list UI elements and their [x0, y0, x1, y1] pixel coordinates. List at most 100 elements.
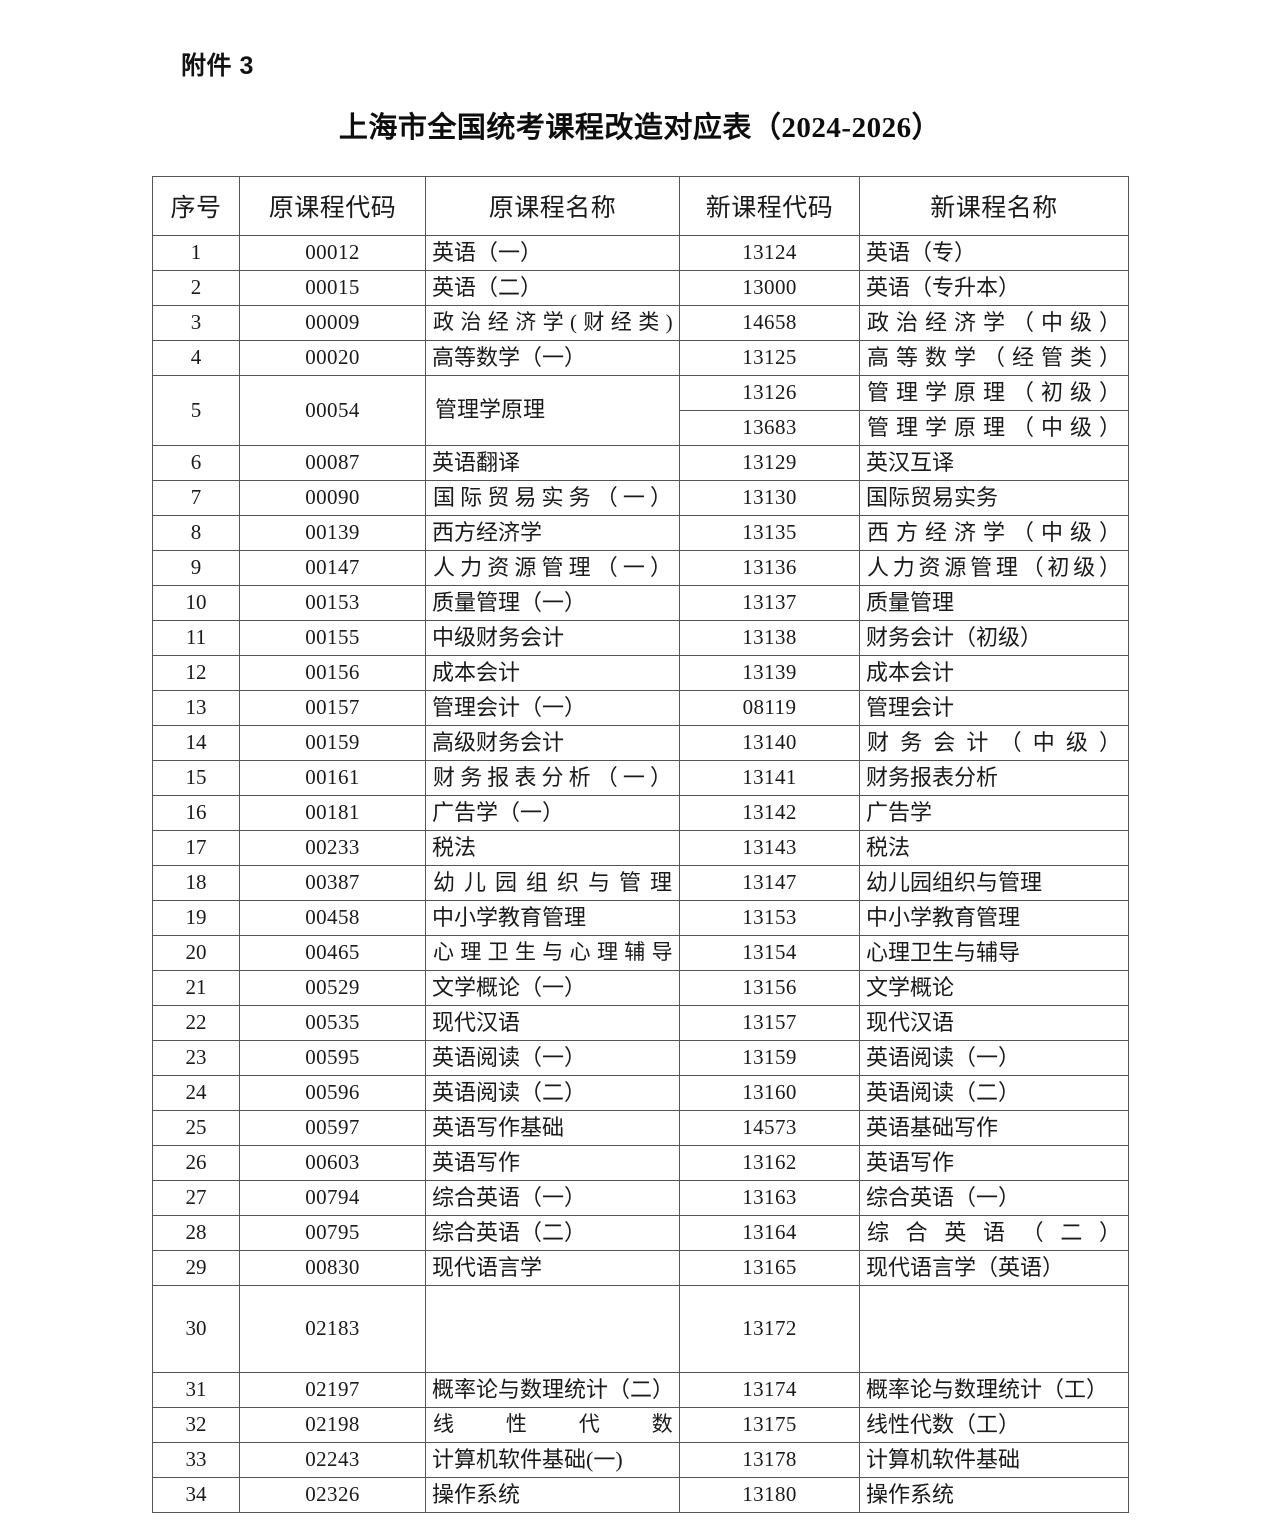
cell-seq: 18 [152, 865, 240, 901]
cell-seq: 6 [152, 445, 240, 481]
cell-new-code: 13141 [679, 760, 860, 796]
table-header-row: 序号 原课程代码 原课程名称 新课程代码 新课程名称 [152, 176, 1129, 236]
cell-old-code: 00465 [239, 935, 426, 971]
cell-new-code: 13137 [679, 585, 860, 621]
cell-seq: 13 [152, 690, 240, 726]
cell-seq: 5 [152, 375, 240, 446]
cell-seq: 14 [152, 725, 240, 761]
cell-seq: 27 [152, 1180, 240, 1216]
cell-old-code: 02183 [239, 1285, 426, 1373]
table-row: 4 00020 高等数学（一） 13125 高等数学（经管类） [152, 340, 1129, 376]
cell-new-name: 财务会计（初级） [859, 620, 1129, 656]
cell-old-code: 00009 [239, 305, 426, 341]
table-row: 25 00597 英语写作基础 14573 英语基础写作 [152, 1110, 1129, 1146]
cell-old-name: 幼儿园组织与管理 [425, 865, 680, 901]
cell-old-name: 管理学原理 [425, 375, 680, 446]
cell-seq: 23 [152, 1040, 240, 1076]
cell-seq: 16 [152, 795, 240, 831]
cell-new-name: 管理学原理（中级） [859, 410, 1129, 446]
cell-old-code: 00597 [239, 1110, 426, 1146]
cell-new-name: 质量管理 [859, 585, 1129, 621]
cell-seq: 9 [152, 550, 240, 586]
cell-old-code: 00795 [239, 1215, 426, 1251]
cell-new-name: 财务会计（中级） [859, 725, 1129, 761]
cell-old-code: 00157 [239, 690, 426, 726]
cell-old-code: 00603 [239, 1145, 426, 1181]
cell-new-name: 国际贸易实务 [859, 480, 1129, 516]
cell-new-code: 13164 [679, 1215, 860, 1251]
cell-new-name: 线性代数（工） [859, 1407, 1129, 1443]
cell-old-code: 02243 [239, 1442, 426, 1478]
cell-new-code: 13162 [679, 1145, 860, 1181]
cell-new-code: 14658 [679, 305, 860, 341]
cell-new-name: 中小学教育管理 [859, 900, 1129, 936]
cell-new-name: 现代语言学（英语） [859, 1250, 1129, 1286]
cell-seq: 24 [152, 1075, 240, 1111]
table-row: 22 00535 现代汉语 13157 现代汉语 [152, 1005, 1129, 1041]
cell-new-name: 财务报表分析 [859, 760, 1129, 796]
table-row: 1 00012 英语（一） 13124 英语（专） [152, 235, 1129, 271]
cell-new-code: 14573 [679, 1110, 860, 1146]
cell-new-code: 13163 [679, 1180, 860, 1216]
cell-new-code: 13159 [679, 1040, 860, 1076]
cell-seq: 1 [152, 235, 240, 271]
table-body: 1 00012 英语（一） 13124 英语（专） 2 00015 英语（二） … [152, 235, 1129, 1513]
column-header-seq: 序号 [152, 176, 240, 236]
cell-new-code: 13139 [679, 655, 860, 691]
cell-old-code: 00153 [239, 585, 426, 621]
cell-old-name: 管理会计（一） [425, 690, 680, 726]
cell-new-name: 广告学 [859, 795, 1129, 831]
cell-seq: 21 [152, 970, 240, 1006]
cell-new-code: 13178 [679, 1442, 860, 1478]
cell-old-name: 现代汉语 [425, 1005, 680, 1041]
table-row: 13683 管理学原理（中级） [153, 410, 1129, 446]
cell-new-name: 文学概论 [859, 970, 1129, 1006]
cell-old-name: 线性代数 [425, 1407, 680, 1443]
cell-old-code: 02197 [239, 1372, 426, 1408]
cell-new-name: 操作系统 [859, 1477, 1129, 1513]
table-row: 32 02198 线性代数 13175 线性代数（工） [152, 1407, 1129, 1443]
cell-old-code: 00830 [239, 1250, 426, 1286]
cell-old-code: 00159 [239, 725, 426, 761]
cell-old-name: 操作系统 [425, 1477, 680, 1513]
table-row: 31 02197 概率论与数理统计（二） 13174 概率论与数理统计（工） [152, 1372, 1129, 1408]
cell-seq: 19 [152, 900, 240, 936]
table-row: 13 00157 管理会计（一） 08119 管理会计 [152, 690, 1129, 726]
cell-new-name: 管理学原理（初级） [859, 375, 1129, 411]
cell-new-name: 英语写作 [859, 1145, 1129, 1181]
cell-new-name: 计算机软件基础 [859, 1442, 1129, 1478]
table-row: 16 00181 广告学（一） 13142 广告学 [152, 795, 1129, 831]
cell-old-name: 综合英语（二） [425, 1215, 680, 1251]
cell-old-name: 英语写作基础 [425, 1110, 680, 1146]
cell-old-name: 政治经济学(财经类) [425, 305, 680, 341]
cell-old-code: 00147 [239, 550, 426, 586]
cell-new-name: 现代汉语 [859, 1005, 1129, 1041]
cell-new-code: 13000 [679, 270, 860, 306]
cell-new-code: 13683 [679, 410, 860, 446]
cell-seq: 8 [152, 515, 240, 551]
cell-seq: 25 [152, 1110, 240, 1146]
cell-old-name: 英语翻译 [425, 445, 680, 481]
cell-old-code: 00087 [239, 445, 426, 481]
cell-seq: 10 [152, 585, 240, 621]
cell-new-code: 13154 [679, 935, 860, 971]
cell-seq: 20 [152, 935, 240, 971]
cell-old-name: 财务报表分析（一） [425, 760, 680, 796]
cell-old-name: 高等数学（一） [425, 340, 680, 376]
cell-seq: 29 [152, 1250, 240, 1286]
table-row: 34 02326 操作系统 13180 操作系统 [152, 1477, 1129, 1513]
cell-new-code: 13136 [679, 550, 860, 586]
cell-new-code: 13143 [679, 830, 860, 866]
cell-seq: 12 [152, 655, 240, 691]
cell-old-code: 00015 [239, 270, 426, 306]
cell-old-name: 高级财务会计 [425, 725, 680, 761]
table-row: 3 00009 政治经济学(财经类) 14658 政治经济学（中级） [152, 305, 1129, 341]
cell-seq: 4 [152, 340, 240, 376]
table-row: 15 00161 财务报表分析（一） 13141 财务报表分析 [152, 760, 1129, 796]
cell-old-name: 英语阅读（二） [425, 1075, 680, 1111]
cell-seq: 2 [152, 270, 240, 306]
cell-old-code: 00156 [239, 655, 426, 691]
cell-new-code: 13160 [679, 1075, 860, 1111]
cell-new-code: 13180 [679, 1477, 860, 1513]
